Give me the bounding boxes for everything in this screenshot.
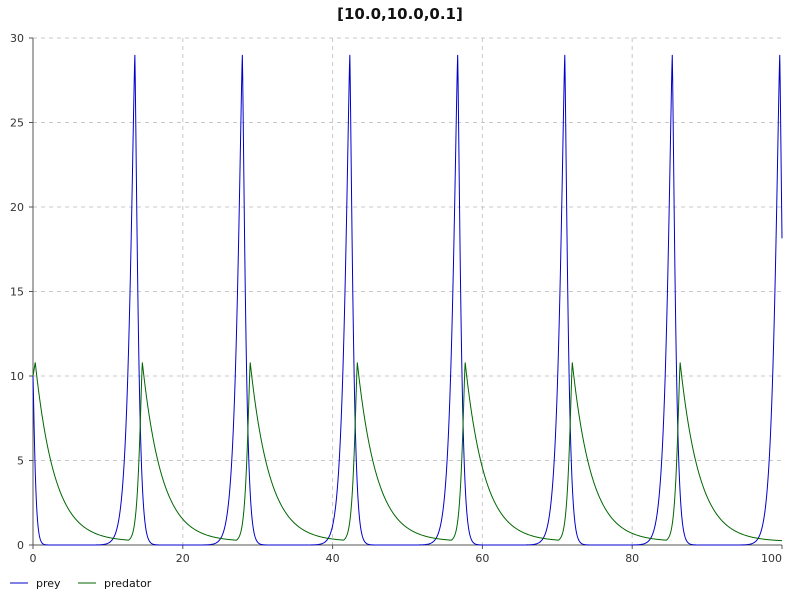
- y-tick-label: 30: [10, 32, 24, 45]
- grid: [33, 37, 782, 545]
- x-tick-label: 20: [176, 552, 190, 565]
- legend: prey predator: [10, 577, 152, 590]
- x-tick-label: 100: [761, 552, 782, 565]
- legend-label-predator: predator: [104, 577, 152, 590]
- y-tick-label: 20: [10, 201, 24, 214]
- x-tick-label: 40: [326, 552, 340, 565]
- series-line-prey: [32, 54, 783, 546]
- x-tick-label: 0: [30, 552, 37, 565]
- y-tick-label: 25: [10, 117, 24, 130]
- y-tick-label: 0: [17, 539, 24, 552]
- chart-title: [10.0,10.0,0.1]: [337, 5, 463, 23]
- series: [32, 54, 783, 546]
- y-tick-label: 5: [17, 455, 24, 468]
- y-tick-label: 10: [10, 370, 24, 383]
- y-tick-label: 15: [10, 286, 24, 299]
- series-line-predator: [32, 362, 783, 542]
- x-tick-label: 80: [625, 552, 639, 565]
- axes: 0 20 40 60 80 100 0 5 10 15 20 25 30: [10, 32, 783, 565]
- x-tick-label: 60: [475, 552, 489, 565]
- legend-label-prey: prey: [36, 577, 61, 590]
